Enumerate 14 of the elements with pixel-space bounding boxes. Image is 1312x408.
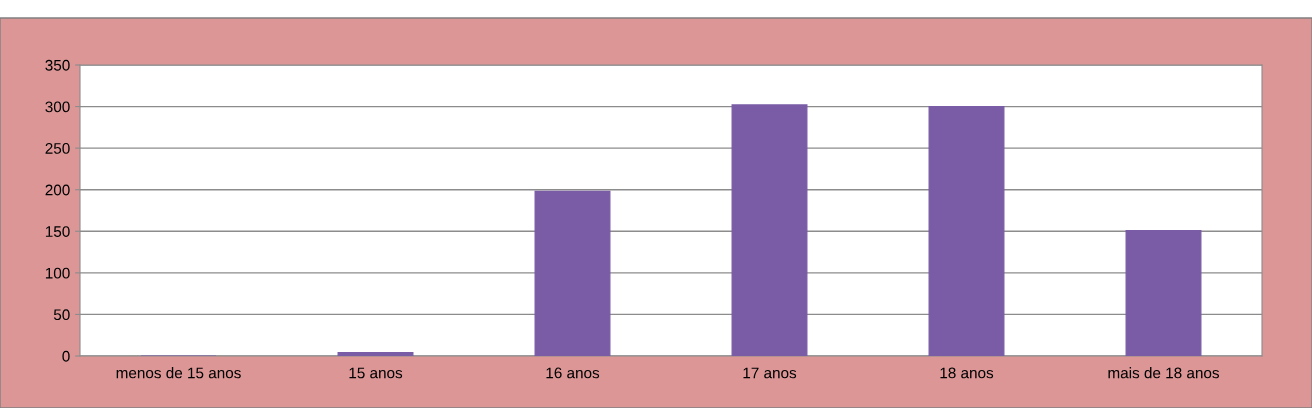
y-tick-label: 200 [45,184,70,196]
x-tick-label: 15 anos [349,367,403,379]
x-tick-label: menos de 15 anos [116,367,241,379]
y-tick-label: 100 [45,267,70,279]
y-tick-label: 50 [53,309,70,321]
y-tick-label: 350 [45,59,70,71]
x-tick-label: mais de 18 anos [1108,367,1220,379]
x-tick-label: 18 anos [940,367,994,379]
y-tick-label: 250 [45,143,70,154]
x-tick-label: 17 anos [743,367,797,379]
y-tick-label: 300 [45,101,70,113]
x-tick-label: 16 anos [546,367,600,379]
y-tick-label: 150 [45,226,70,237]
y-tick-label: 0 [62,350,70,362]
